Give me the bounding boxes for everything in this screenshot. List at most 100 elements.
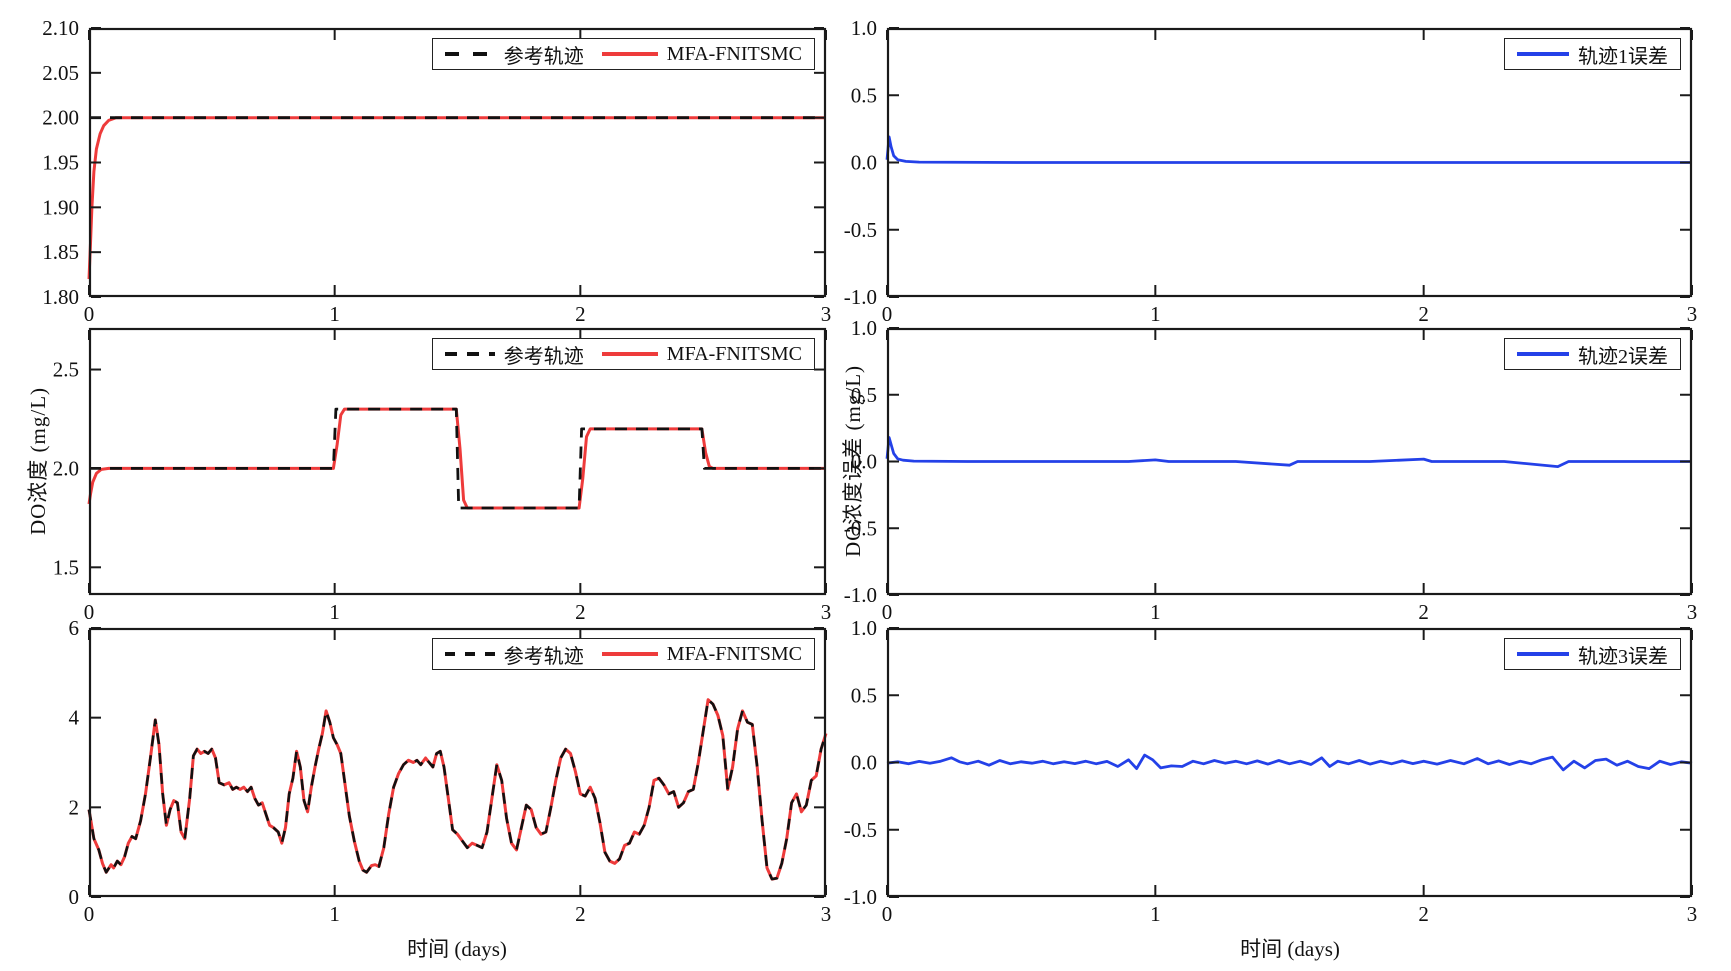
x-tick-label: 0 — [84, 600, 95, 624]
y-tick-label: -1.0 — [844, 583, 877, 607]
legend-item-error2: 轨迹2误差 — [1517, 340, 1668, 369]
plot-canvas: 0 1 2 3 1.5 2.0 2.5 — [53, 327, 831, 624]
legend-label-mfa: MFA-FNITSMC — [666, 642, 802, 665]
x-tick-label: 1 — [1150, 600, 1161, 624]
legend-item-error3: 轨迹3误差 — [1517, 640, 1668, 669]
x-tick-label: 2 — [575, 600, 586, 624]
y-tick-label: 0.0 — [851, 751, 877, 775]
legend-label-mfa: MFA-FNITSMC — [666, 42, 802, 65]
plot-do-tracking-2: 0 1 2 3 1.5 2.0 2.5 参考轨迹 MFA-FNITSMC — [53, 327, 831, 624]
y-tick-label: 1.90 — [42, 195, 79, 219]
y-tick-label: 1.0 — [851, 316, 877, 340]
legend-label-reference: 参考轨迹 — [503, 45, 584, 68]
y-tick-label: 1.0 — [851, 16, 877, 40]
legend-label-reference: 参考轨迹 — [503, 345, 584, 368]
mfa-solid-line-icon — [601, 352, 658, 356]
right-x-axis-title: 时间 (days) — [1240, 937, 1340, 961]
reference-dashed-line-icon — [444, 352, 495, 356]
plot-canvas: 0 1 2 3 1.80 1.85 1.90 1.95 2.00 2.05 2.10 — [42, 16, 831, 326]
x-tick-label: 3 — [1687, 600, 1698, 624]
y-tick-label: 2.5 — [53, 358, 79, 382]
x-tick-label: 3 — [821, 302, 832, 326]
legend-label-error1: 轨迹1误差 — [1578, 45, 1668, 68]
x-tick-label: 2 — [1418, 600, 1429, 624]
plot-do-tracking-1: 0 1 2 3 1.80 1.85 1.90 1.95 2.00 2.05 2.10 参考轨迹 MF… — [42, 16, 831, 326]
series-line-0 — [87, 698, 828, 881]
y-tick-label: 2.05 — [42, 61, 79, 85]
y-tick-label: 1.0 — [851, 616, 877, 640]
y-tick-label: 0.5 — [851, 383, 877, 407]
plot-canvas: 0 1 2 3 0 2 4 6 — [69, 616, 832, 926]
x-tick-label: 0 — [882, 600, 893, 624]
series-line-0 — [886, 753, 1693, 772]
legend-item-reference: 参考轨迹 — [444, 640, 584, 669]
x-tick-label: 1 — [1150, 902, 1161, 926]
y-tick-label: 0.0 — [851, 450, 877, 474]
error-solid-line-icon — [1517, 52, 1569, 56]
y-tick-label: 0.5 — [851, 83, 877, 107]
y-tick-label: 2.10 — [42, 16, 79, 40]
y-tick-label: 2.0 — [53, 456, 79, 480]
x-tick-label: 2 — [575, 902, 586, 926]
plot-do-tracking-3: 0 1 2 3 0 2 4 6 参考轨迹 MFA-FNITSMC — [69, 616, 832, 926]
x-tick-label: 0 — [84, 902, 95, 926]
legend: 轨迹3误差 — [1504, 638, 1681, 670]
y-tick-label: -0.5 — [844, 218, 877, 242]
plot-error-3: 0 1 2 3 -1.0 -0.5 0.0 0.5 1.0 轨迹3误差 — [844, 616, 1698, 926]
legend: 轨迹2误差 — [1504, 338, 1681, 370]
mfa-solid-line-icon — [601, 52, 658, 56]
x-tick-label: 3 — [821, 902, 832, 926]
x-tick-label: 3 — [1687, 902, 1698, 926]
legend: 轨迹1误差 — [1504, 38, 1681, 70]
plot-frame — [88, 627, 827, 898]
plot-error-2: 0 1 2 3 -1.0 -0.5 0.0 0.5 1.0 轨迹2误差 — [844, 316, 1698, 624]
error-solid-line-icon — [1517, 652, 1569, 656]
x-tick-label: 1 — [329, 600, 340, 624]
plot-frame — [886, 627, 1693, 898]
legend-item-reference: 参考轨迹 — [444, 340, 584, 369]
plot-canvas: 0 1 2 3 -1.0 -0.5 0.0 0.5 1.0 — [844, 616, 1698, 926]
y-tick-label: 2.00 — [42, 106, 79, 130]
y-tick-label: 4 — [69, 706, 80, 730]
y-tick-label: 0.0 — [851, 151, 877, 175]
y-tick-label: 2 — [69, 795, 80, 819]
plot-frame — [886, 27, 1693, 298]
x-tick-label: 1 — [329, 302, 340, 326]
x-tick-label: 2 — [1418, 902, 1429, 926]
legend: 参考轨迹 MFA-FNITSMC — [431, 38, 815, 70]
legend-item-mfa: MFA-FNITSMC — [601, 642, 802, 666]
x-tick-label: 3 — [821, 600, 832, 624]
left-y-axis-title: DO浓度 (mg/L) — [26, 386, 50, 536]
y-tick-label: 0 — [69, 885, 80, 909]
y-tick-label: 1.95 — [42, 151, 79, 175]
right-y-axis-title: DO浓度误差 (mg/L) — [841, 364, 865, 558]
x-tick-label: 3 — [1687, 302, 1698, 326]
y-tick-label: 1.5 — [53, 555, 79, 579]
series-line-0 — [885, 436, 1692, 468]
legend-item-mfa: MFA-FNITSMC — [601, 342, 802, 366]
error-solid-line-icon — [1517, 352, 1569, 356]
plot-frame — [88, 327, 827, 596]
x-tick-label: 0 — [84, 302, 95, 326]
y-tick-label: 0.5 — [851, 683, 877, 707]
x-tick-label: 1 — [329, 902, 340, 926]
x-tick-label: 1 — [1150, 302, 1161, 326]
plot-frame — [88, 27, 827, 298]
legend: 参考轨迹 MFA-FNITSMC — [431, 638, 815, 670]
x-tick-label: 0 — [882, 302, 893, 326]
legend-item-reference: 参考轨迹 — [444, 40, 584, 69]
series-line-1 — [87, 698, 828, 881]
y-tick-label: -0.5 — [844, 818, 877, 842]
legend-label-error2: 轨迹2误差 — [1578, 345, 1668, 368]
y-tick-label: 1.85 — [42, 240, 79, 264]
x-tick-label: 2 — [1418, 302, 1429, 326]
y-tick-label: 6 — [69, 616, 80, 640]
legend-label-mfa: MFA-FNITSMC — [666, 342, 802, 365]
y-tick-label: -1.0 — [844, 285, 877, 309]
reference-dashed-line-icon — [444, 52, 495, 56]
plot-frame — [886, 327, 1693, 596]
mfa-solid-line-icon — [601, 652, 658, 656]
left-x-axis-title: 时间 (days) — [407, 937, 507, 961]
x-tick-label: 0 — [882, 902, 893, 926]
